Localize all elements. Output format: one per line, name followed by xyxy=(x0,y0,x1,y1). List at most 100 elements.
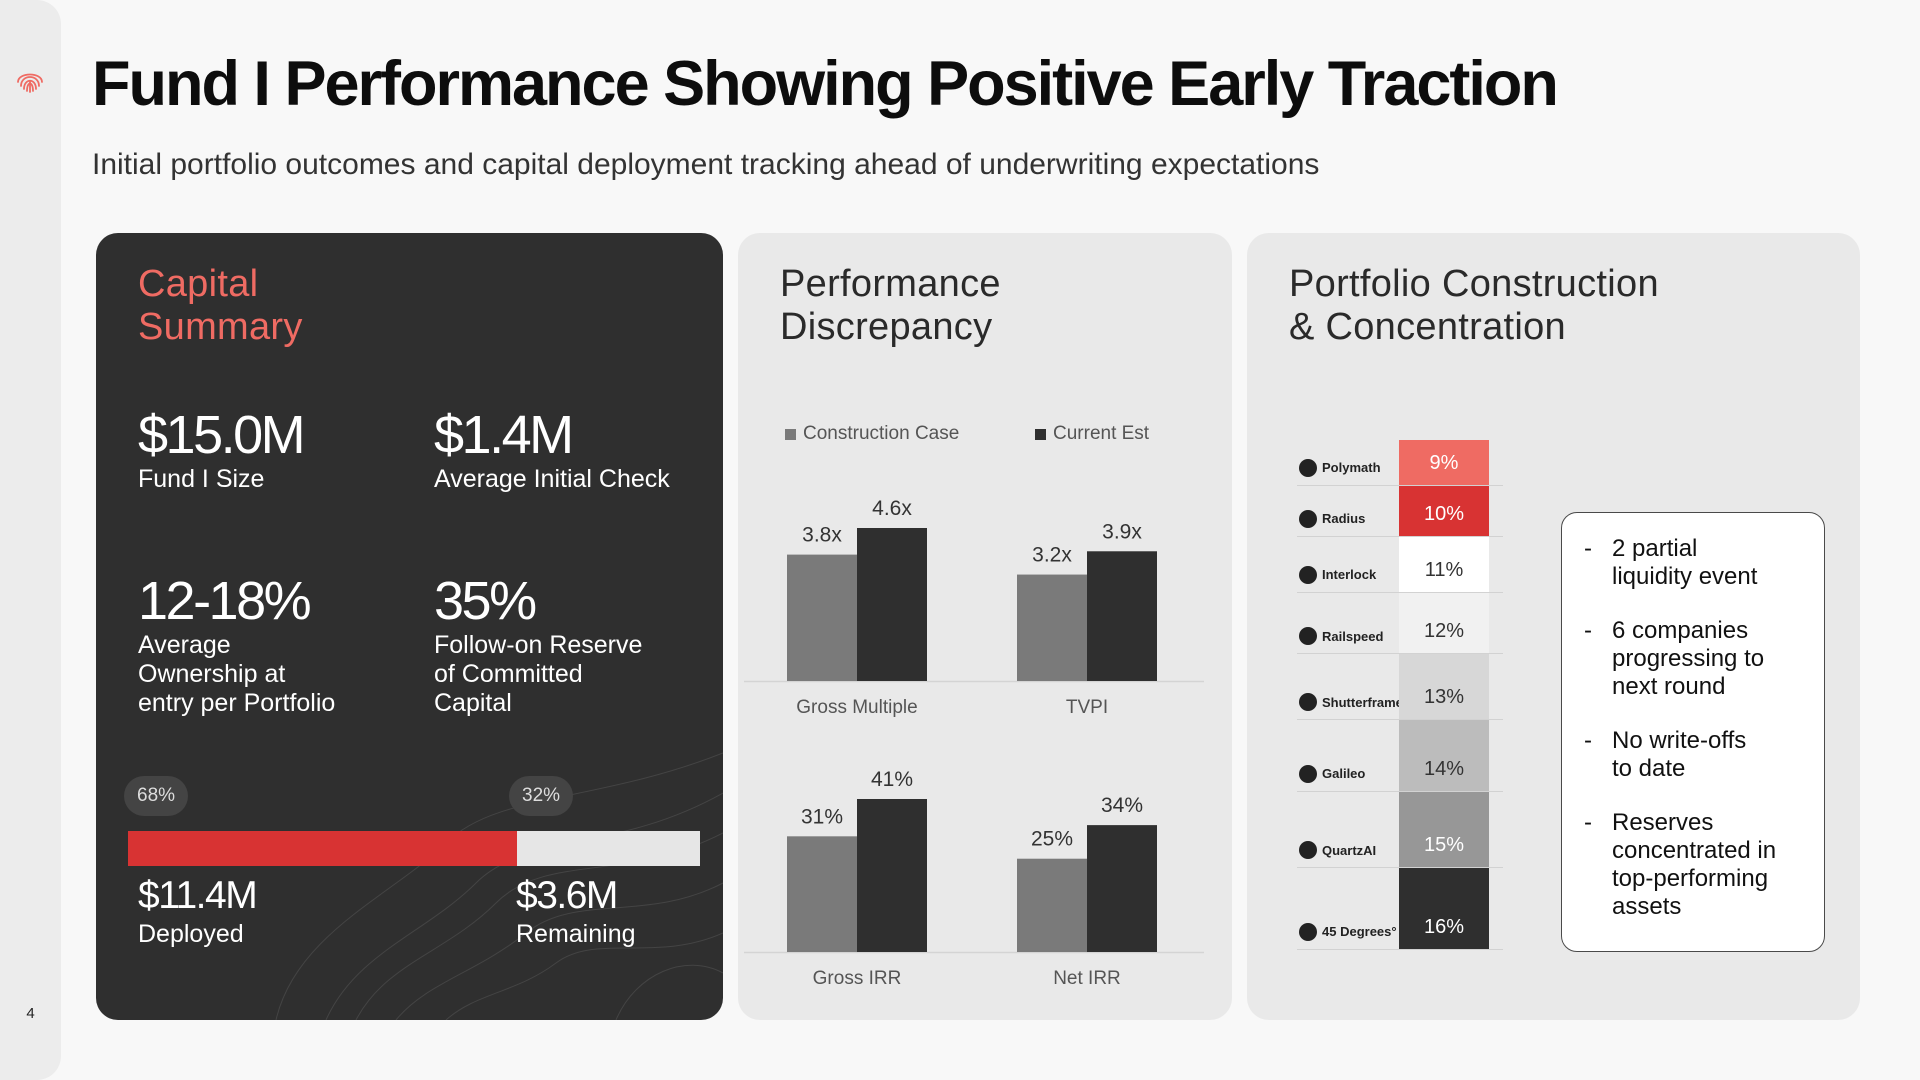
bar-value-label: 3.2x xyxy=(1032,544,1072,567)
company-row: 45 Degrees° 16% xyxy=(1297,868,1503,950)
company-name: Interlock xyxy=(1322,567,1377,583)
side-rail: 4 xyxy=(0,0,61,1080)
bar xyxy=(1017,858,1087,952)
bar-value-label: 31% xyxy=(801,805,843,828)
stat-label: Average Ownership at entry per Portfolio xyxy=(138,631,336,717)
company-logo-icon xyxy=(1299,458,1317,477)
company-logo: Interlock xyxy=(1299,565,1377,584)
title-line: Performance xyxy=(780,263,1001,305)
company-logo-icon xyxy=(1299,841,1317,860)
stat-value: $15.0M xyxy=(138,405,306,465)
company-row: Galileo 14% xyxy=(1297,720,1503,792)
category-label: TVPI xyxy=(1066,697,1108,718)
legend-swatch xyxy=(1035,429,1046,440)
page-title: Fund I Performance Showing Positive Earl… xyxy=(92,49,1559,119)
deployed-label: Deployed xyxy=(138,920,244,948)
deployment-progress-bar xyxy=(128,831,700,866)
stat-label: Average Initial Check xyxy=(434,465,670,493)
legend-swatch xyxy=(785,429,796,440)
concentration-segment: 12% xyxy=(1399,592,1489,654)
stat-follow-on-reserve: 35% Follow-on Reserve of Committed Capit… xyxy=(434,571,642,718)
stat-label: Follow-on Reserve of Committed Capital xyxy=(434,631,643,717)
company-row: Polymath 9% xyxy=(1297,440,1503,486)
company-name: Polymath xyxy=(1322,460,1381,476)
bar-value-label: 34% xyxy=(1101,794,1143,817)
deployed-pct-badge: 68% xyxy=(124,776,189,816)
bar-value-label: 41% xyxy=(871,768,913,791)
company-logo: QuartzAI xyxy=(1299,841,1376,860)
stat-value: 35% xyxy=(434,571,537,631)
company-logo: Radius xyxy=(1299,509,1366,528)
remaining-label: Remaining xyxy=(516,920,636,948)
concentration-segment: 15% xyxy=(1399,791,1489,868)
title-line: & Concentration xyxy=(1289,306,1566,348)
company-logo: Galileo xyxy=(1299,764,1366,783)
fingerprint-logo-icon xyxy=(17,73,43,93)
company-logo: Shutterframe xyxy=(1299,693,1403,712)
company-logo: Polymath xyxy=(1299,458,1381,477)
bar-value-label: 3.9x xyxy=(1102,520,1142,543)
concentration-segment: 11% xyxy=(1399,536,1489,592)
title-line: Portfolio Construction xyxy=(1289,263,1659,305)
remaining-stat: $3.6M Remaining xyxy=(516,873,636,949)
bar xyxy=(1087,825,1157,952)
note-item: - 2 partial liquidity event xyxy=(1584,535,1758,590)
concentration-segment: 9% xyxy=(1399,440,1489,485)
company-name: Radius xyxy=(1322,511,1366,527)
capital-summary-title: Capital Summary xyxy=(138,263,303,349)
portfolio-notes-box: - 2 partial liquidity event - 6 companie… xyxy=(1561,512,1825,952)
bar xyxy=(1087,551,1157,681)
stat-label: Fund I Size xyxy=(138,465,265,493)
title-line: Capital xyxy=(138,263,259,305)
page-number: 4 xyxy=(26,1005,35,1022)
company-name: Railspeed xyxy=(1322,628,1384,644)
company-logo-icon xyxy=(1299,565,1317,584)
deployment-progress-fill xyxy=(128,831,517,866)
legend-label: Current Est xyxy=(1053,423,1150,444)
remaining-value: $3.6M xyxy=(516,874,618,917)
bar xyxy=(857,799,927,952)
company-row: Interlock 11% xyxy=(1297,536,1503,593)
company-row: Shutterframe 13% xyxy=(1297,654,1503,721)
bar xyxy=(857,528,927,681)
bar xyxy=(787,554,857,681)
title-line: Discrepancy xyxy=(780,306,993,348)
concentration-segment: 14% xyxy=(1399,720,1489,791)
stat-value: 12-18% xyxy=(138,571,312,631)
capital-summary-card: Capital Summary $15.0M Fund I Size $1.4M… xyxy=(96,233,723,1020)
company-logo: 45 Degrees° xyxy=(1299,922,1397,941)
bar-value-label: 3.8x xyxy=(802,524,842,547)
company-logo-icon xyxy=(1299,693,1317,712)
company-row: Railspeed 12% xyxy=(1297,592,1503,655)
company-name: 45 Degrees° xyxy=(1322,924,1397,940)
note-item: - Reserves concentrated in top-performin… xyxy=(1584,809,1777,920)
concentration-segment: 10% xyxy=(1399,485,1489,536)
bar-value-label: 4.6x xyxy=(872,497,912,520)
bar-value-label: 25% xyxy=(1031,828,1073,851)
concentration-segment: 13% xyxy=(1399,654,1489,720)
company-name: Shutterframe xyxy=(1322,694,1403,710)
company-logo-icon xyxy=(1299,764,1317,783)
legend-label: Construction Case xyxy=(803,423,959,444)
remaining-pct-badge: 32% xyxy=(509,776,574,816)
performance-card: Performance Discrepancy Construction Cas… xyxy=(738,233,1232,1020)
bar xyxy=(1017,574,1087,681)
concentration-segment: 16% xyxy=(1399,868,1489,949)
title-line: Summary xyxy=(138,306,303,348)
page-subtitle: Initial portfolio outcomes and capital d… xyxy=(92,148,1320,181)
note-item: - 6 companies progressing to next round xyxy=(1584,617,1765,700)
stat-average-check: $1.4M Average Initial Check xyxy=(434,405,670,494)
company-logo-icon xyxy=(1299,922,1317,941)
company-row: Radius 10% xyxy=(1297,485,1503,537)
category-label: Gross Multiple xyxy=(796,697,917,718)
portfolio-concentration-stack: Polymath 9% Radius 10% Interlock 11% Railspeed… xyxy=(1297,440,1503,950)
stat-value: $1.4M xyxy=(434,405,574,465)
category-label: Net IRR xyxy=(1053,968,1121,989)
performance-bar-chart: Construction Case Current Est 3.8x 4.6x Gros… xyxy=(744,423,1204,989)
company-logo-icon xyxy=(1299,627,1317,646)
category-label: Gross IRR xyxy=(813,968,902,989)
company-row: QuartzAI 15% xyxy=(1297,791,1503,869)
bar xyxy=(787,836,857,952)
company-name: Galileo xyxy=(1322,766,1366,782)
portfolio-title: Portfolio Construction & Concentration xyxy=(1289,263,1659,349)
